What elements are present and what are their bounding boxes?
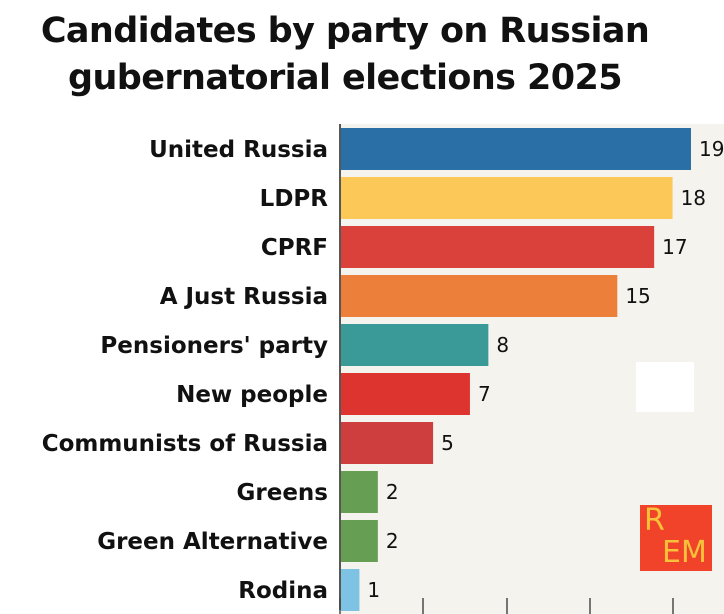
- blank-patch: [636, 362, 694, 412]
- value-label: 8: [496, 333, 509, 357]
- category-label: Greens: [237, 480, 328, 506]
- logo-line-2: EM: [662, 535, 707, 570]
- category-label: Rodina: [238, 578, 328, 604]
- category-label: A Just Russia: [160, 284, 328, 310]
- category-label: CPRF: [261, 235, 328, 261]
- bar-10: [341, 569, 360, 611]
- bar-5: [341, 324, 489, 366]
- value-label: 7: [478, 382, 491, 406]
- category-label: LDPR: [260, 186, 329, 212]
- axis-group: [339, 124, 674, 614]
- category-label: Communists of Russia: [42, 431, 328, 457]
- category-label: Green Alternative: [97, 529, 328, 555]
- value-label: 2: [386, 480, 399, 504]
- value-label: 2: [386, 529, 399, 553]
- value-label: 15: [625, 284, 650, 308]
- bar-7: [341, 422, 434, 464]
- chart-title-line-2: gubernatorial elections 2025: [68, 58, 623, 98]
- value-label: 18: [681, 186, 706, 210]
- value-label: 5: [441, 431, 454, 455]
- bar-4: [341, 275, 618, 317]
- category-label: United Russia: [149, 137, 328, 163]
- bar-6: [341, 373, 470, 415]
- chart-title: Candidates by party on Russian gubernato…: [0, 8, 690, 102]
- category-label: Pensioners' party: [100, 333, 328, 359]
- value-label: 17: [662, 235, 687, 259]
- bar-2: [341, 177, 673, 219]
- bar-3: [341, 226, 655, 268]
- rem-logo: R EM: [640, 505, 712, 571]
- bar-9: [341, 520, 378, 562]
- value-label: 1: [367, 578, 380, 602]
- value-label: 19: [699, 137, 724, 161]
- logo-line-1: R: [644, 503, 665, 538]
- bar-1: [341, 128, 691, 170]
- category-label: New people: [176, 382, 328, 408]
- chart-title-line-1: Candidates by party on Russian: [40, 11, 650, 51]
- bar-8: [341, 471, 378, 513]
